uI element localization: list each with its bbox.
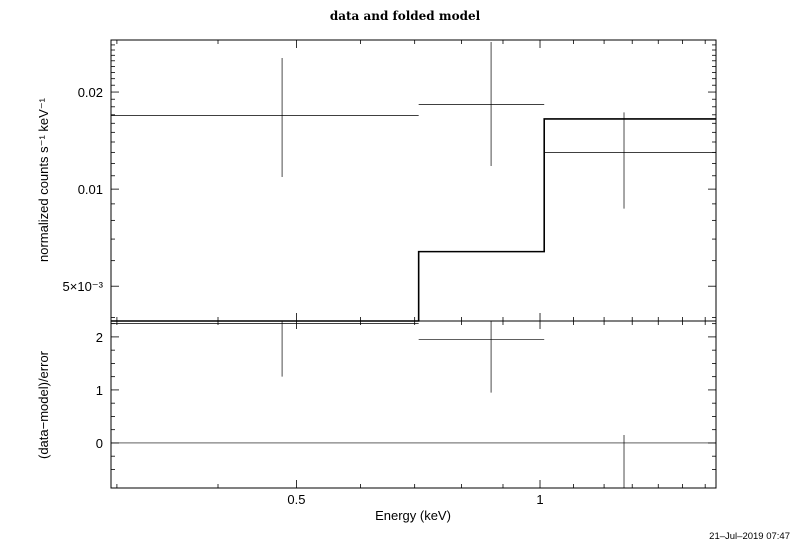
x-tick-label: 1	[536, 492, 543, 507]
top-y-axis-label: normalized counts s⁻¹ keV⁻¹	[36, 97, 51, 262]
chart-marks	[111, 41, 716, 489]
bottom-y-tick-label: 1	[96, 383, 103, 398]
top-y-tick-label: 5×10⁻³	[63, 279, 104, 294]
bottom-y-tick-label: 2	[96, 330, 103, 345]
top-y-tick-label: 0.01	[78, 182, 103, 197]
timestamp: 21–Jul–2019 07:47	[709, 531, 790, 542]
bottom-panel-frame	[110, 320, 717, 489]
chart-title: data and folded model	[330, 9, 481, 23]
x-tick-label: 0.5	[287, 492, 305, 507]
axes: 0.5 1 0.02 0.01 5×10⁻³ 2 1 0	[63, 39, 717, 507]
model-histogram	[111, 118, 716, 322]
top-y-tick-label: 0.02	[78, 85, 103, 100]
bottom-y-tick-label: 0	[96, 436, 103, 451]
x-axis-label: Energy (keV)	[375, 508, 451, 523]
top-panel-frame	[110, 39, 717, 322]
bottom-y-axis-label: (data−model)/error	[36, 350, 51, 459]
